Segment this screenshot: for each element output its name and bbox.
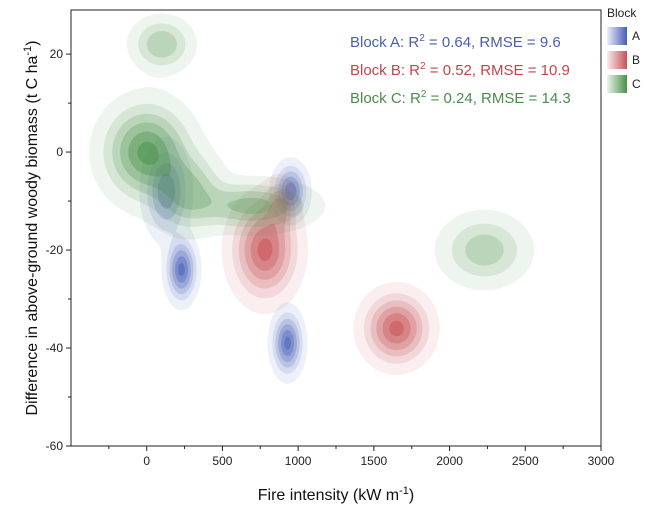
x-tick-label: 2500 <box>512 454 539 468</box>
legend-label-C: C <box>632 77 641 91</box>
axes: 0 500 1000 1500 2000 2500 3000 -60 -40 -20 0 20 <box>46 9 615 468</box>
density-level-B-1 <box>221 173 440 375</box>
density-level-C-6 <box>137 141 159 165</box>
density-level-A-2 <box>147 152 307 374</box>
legend-swatch-C <box>607 75 627 93</box>
x-tick-label: 0 <box>143 454 150 468</box>
legend-title: Block <box>607 6 637 20</box>
x-tick-label: 3000 <box>588 454 615 468</box>
legend-swatch-B <box>607 51 627 69</box>
density-series-A <box>139 136 312 384</box>
y-tick-label: 0 <box>56 145 63 159</box>
density-level-A-5 <box>175 182 297 357</box>
y-tick-label: -40 <box>46 341 64 355</box>
x-tick-label: 500 <box>212 454 232 468</box>
legend-label-A: A <box>632 29 640 43</box>
annotation-block-b: Block B: R2 = 0.52, RMSE = 10.9 <box>350 61 570 79</box>
y-tick-label: -20 <box>46 243 64 257</box>
density-level-C-3 <box>112 31 504 266</box>
density-level-C-4 <box>120 122 273 214</box>
annotation-block-a: Block A: R2 = 0.64, RMSE = 9.6 <box>350 33 561 51</box>
density-level-B-3 <box>238 191 423 357</box>
density-level-B-6 <box>257 238 404 337</box>
y-axis-title: Difference in above-ground woody biomass… <box>22 40 41 415</box>
legend-swatch-A <box>607 27 627 45</box>
fit-annotations: Block A: R2 = 0.64, RMSE = 9.6 Block B: R… <box>350 33 571 107</box>
x-axis-title: Fire intensity (kW m-1) <box>258 485 414 504</box>
density-level-A-1 <box>139 136 312 384</box>
density-series-B <box>221 173 440 375</box>
density-level-C-1 <box>89 13 535 291</box>
x-tick-label: 2000 <box>436 454 463 468</box>
density-series-C <box>89 13 535 291</box>
density-level-B-5 <box>250 223 411 344</box>
legend-label-B: B <box>632 53 640 67</box>
x-tick-label: 1500 <box>361 454 388 468</box>
density-level-C-5 <box>128 131 171 177</box>
density-level-C-2 <box>103 23 518 277</box>
legend: Block ABC <box>607 6 641 93</box>
annotation-block-c: Block C: R2 = 0.24, RMSE = 14.3 <box>350 89 571 107</box>
density-layers <box>89 13 535 384</box>
plot-area <box>89 13 535 384</box>
y-tick-label: -60 <box>46 439 64 453</box>
density-level-B-2 <box>232 184 430 364</box>
x-tick-label: 1000 <box>285 454 312 468</box>
density-level-A-4 <box>157 173 300 363</box>
density-level-B-4 <box>244 198 417 351</box>
density-level-A-3 <box>152 163 303 368</box>
y-tick-label: 20 <box>50 47 64 61</box>
